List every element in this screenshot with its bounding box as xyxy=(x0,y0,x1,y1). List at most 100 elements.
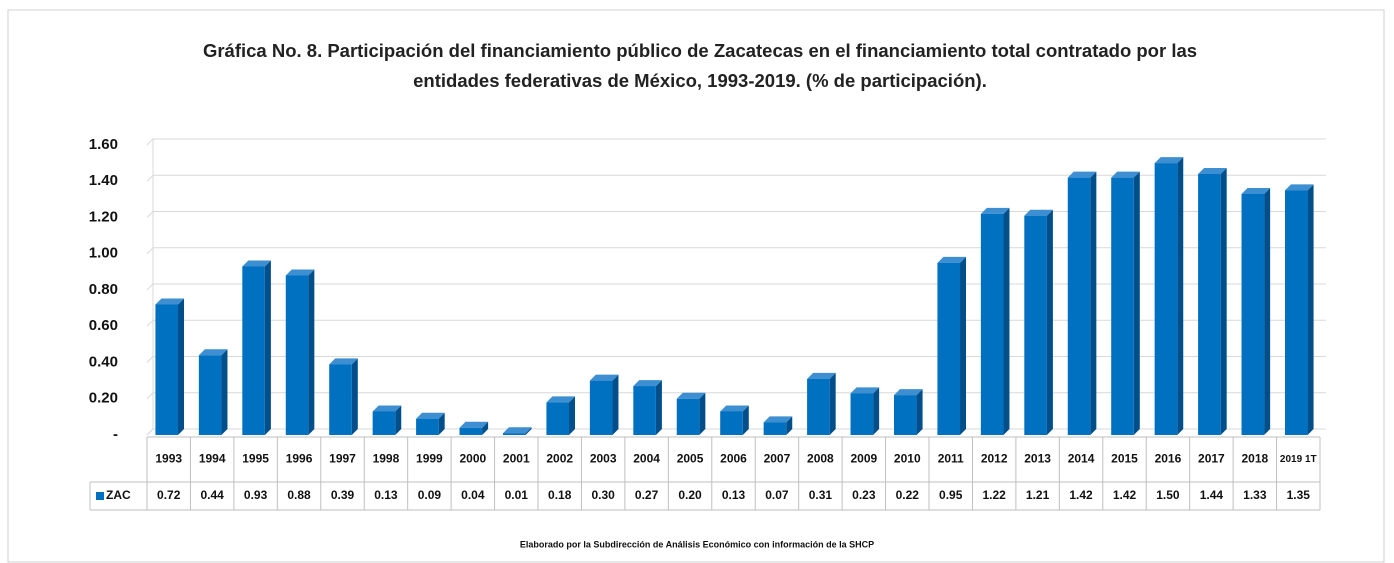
bar-top xyxy=(807,372,836,379)
bar-side xyxy=(786,416,793,435)
x-tick-label: 2017 xyxy=(1198,452,1225,466)
bar xyxy=(850,393,874,435)
bar xyxy=(1284,190,1308,435)
bar-side xyxy=(482,421,489,435)
y-tick-label: 1.20 xyxy=(89,208,118,225)
x-tick-label: 2006 xyxy=(720,452,747,466)
table-value: 0.30 xyxy=(591,488,615,502)
bar-side xyxy=(916,389,923,435)
table-value: 0.01 xyxy=(505,488,529,502)
x-tick-label: 1993 xyxy=(155,452,182,466)
bar-side xyxy=(1090,171,1097,435)
table-value: 1.35 xyxy=(1287,488,1311,502)
bar-side xyxy=(873,387,880,435)
table-value: 0.72 xyxy=(157,488,181,502)
bar-side xyxy=(264,260,271,435)
footer: Elaborado por la Subdirección de Análisi… xyxy=(520,539,874,549)
x-tick-label: 2009 xyxy=(850,452,877,466)
bar xyxy=(633,386,656,435)
bar-top xyxy=(589,374,619,381)
x-tick-label: 1998 xyxy=(373,452,400,466)
bar xyxy=(589,380,613,435)
bar xyxy=(893,395,917,435)
bar xyxy=(676,398,700,435)
x-tick-label: 1994 xyxy=(199,452,226,466)
bar-side xyxy=(1307,184,1314,435)
table-value: 0.13 xyxy=(722,488,746,502)
bar-top xyxy=(285,269,315,276)
bar-top xyxy=(546,396,576,403)
bar xyxy=(546,402,570,435)
x-tick-label: 1997 xyxy=(329,452,356,466)
axis-line xyxy=(146,139,154,436)
grid-line xyxy=(146,319,1326,327)
x-tick-label: 2012 xyxy=(981,452,1008,466)
table-value: 0.93 xyxy=(244,488,268,502)
x-tick-label: 2004 xyxy=(633,452,660,466)
x-tick-label: 2015 xyxy=(1111,452,1138,466)
bar-side xyxy=(699,392,706,435)
bar-top xyxy=(1241,187,1271,194)
bar xyxy=(980,213,1004,435)
bar xyxy=(720,411,743,435)
bar-top xyxy=(459,421,489,428)
bar xyxy=(198,355,222,435)
legend-label: ZAC xyxy=(106,488,131,502)
table-value: 0.44 xyxy=(200,488,224,502)
table-value: 1.44 xyxy=(1200,488,1224,502)
grid-line xyxy=(146,138,1326,146)
bar-side xyxy=(960,256,967,435)
x-tick-label: 2008 xyxy=(807,452,834,466)
bar-side xyxy=(1003,207,1010,435)
chart-border xyxy=(7,9,1385,563)
bar xyxy=(1111,177,1134,435)
table-value: 1.42 xyxy=(1113,488,1137,502)
grid-line xyxy=(146,356,1326,363)
bar-top xyxy=(372,405,402,412)
bar xyxy=(285,275,309,435)
bar-top xyxy=(329,358,358,365)
bar-side xyxy=(742,405,749,435)
y-tick-label: 1.00 xyxy=(89,245,118,262)
bar xyxy=(155,304,179,435)
table-value: 0.95 xyxy=(939,488,963,502)
table-value: 0.04 xyxy=(461,488,485,502)
table-value: 0.09 xyxy=(418,488,442,502)
bar-top xyxy=(850,387,880,394)
bar-top xyxy=(198,349,228,356)
y-tick-label: 0.40 xyxy=(89,353,118,370)
table-value: 0.88 xyxy=(287,488,311,502)
bar xyxy=(937,262,961,435)
bar xyxy=(1154,163,1178,435)
x-tick-label: 2007 xyxy=(764,452,791,466)
bar-side xyxy=(1133,171,1140,435)
bar xyxy=(242,266,265,435)
table-value: 0.18 xyxy=(548,488,572,502)
table-value: 0.07 xyxy=(765,488,789,502)
bar-side xyxy=(1177,157,1184,435)
table-value: 1.33 xyxy=(1243,488,1267,502)
bar-side xyxy=(569,396,576,435)
bar xyxy=(1067,177,1091,435)
bar-top xyxy=(633,380,662,387)
bar-side xyxy=(655,380,662,435)
x-tick-label: 2011 xyxy=(938,452,964,466)
grid-line xyxy=(146,247,1326,255)
bar xyxy=(1241,193,1265,435)
table-value: 1.22 xyxy=(982,488,1006,502)
bar-top xyxy=(1154,157,1184,164)
x-tick-label: 2010 xyxy=(894,452,921,466)
bar xyxy=(459,427,483,435)
bar xyxy=(416,418,439,435)
bar-top xyxy=(155,298,185,305)
bar-side xyxy=(178,298,185,435)
legend-swatch xyxy=(96,492,104,500)
table-value: 0.22 xyxy=(896,488,920,502)
table-value: 0.27 xyxy=(635,488,659,502)
x-tick-label: 2005 xyxy=(677,452,704,466)
bar xyxy=(807,378,830,435)
bar xyxy=(1024,215,1047,435)
bar xyxy=(763,422,787,435)
bar-top xyxy=(1111,171,1140,178)
